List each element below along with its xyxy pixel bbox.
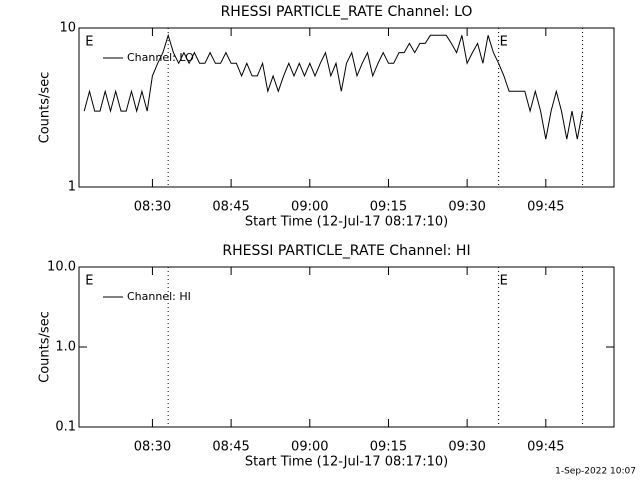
chart-title: RHESSI PARTICLE_RATE Channel: HI [222, 243, 470, 259]
y-tick-label: 10.0 [47, 260, 76, 275]
x-tick-label: 08:45 [212, 440, 249, 455]
data-line [83, 33, 583, 140]
chart-title: RHESSI PARTICLE_RATE Channel: LO [221, 4, 473, 20]
annotation: E [500, 274, 508, 289]
legend-label: Channel: HI [127, 290, 191, 303]
x-tick-label: 09:30 [448, 440, 485, 455]
x-tick-label: 09:15 [370, 200, 407, 215]
x-axis-label: Start Time (12-Jul-17 08:17:10) [245, 215, 448, 230]
x-tick-label: 09:45 [527, 440, 564, 455]
x-tick-label: 09:15 [370, 440, 407, 455]
x-tick-label: 08:45 [212, 200, 249, 215]
y-axis-label: Counts/sec [38, 311, 53, 383]
x-tick-label: 08:30 [134, 200, 171, 215]
y-tick-label: 1.0 [55, 340, 76, 355]
y-tick-label: 1 [68, 180, 76, 195]
annotation: E [85, 274, 93, 289]
x-axis-label: Start Time (12-Jul-17 08:17:10) [245, 455, 448, 470]
x-tick-label: 09:30 [448, 200, 485, 215]
footer: 1-Sep-2022 10:07 [555, 467, 636, 477]
x-tick-label: 09:00 [291, 200, 328, 215]
y-axis-label: Counts/sec [38, 72, 53, 144]
x-tick-label: 09:00 [291, 440, 328, 455]
x-tick-label: 08:30 [134, 440, 171, 455]
y-tick-label: 10 [59, 21, 76, 36]
y-tick-label: 0.1 [55, 420, 76, 435]
plot-frame [78, 27, 615, 188]
annotation: E [85, 35, 93, 50]
annotation: E [500, 35, 508, 50]
x-tick-label: 09:45 [527, 200, 564, 215]
